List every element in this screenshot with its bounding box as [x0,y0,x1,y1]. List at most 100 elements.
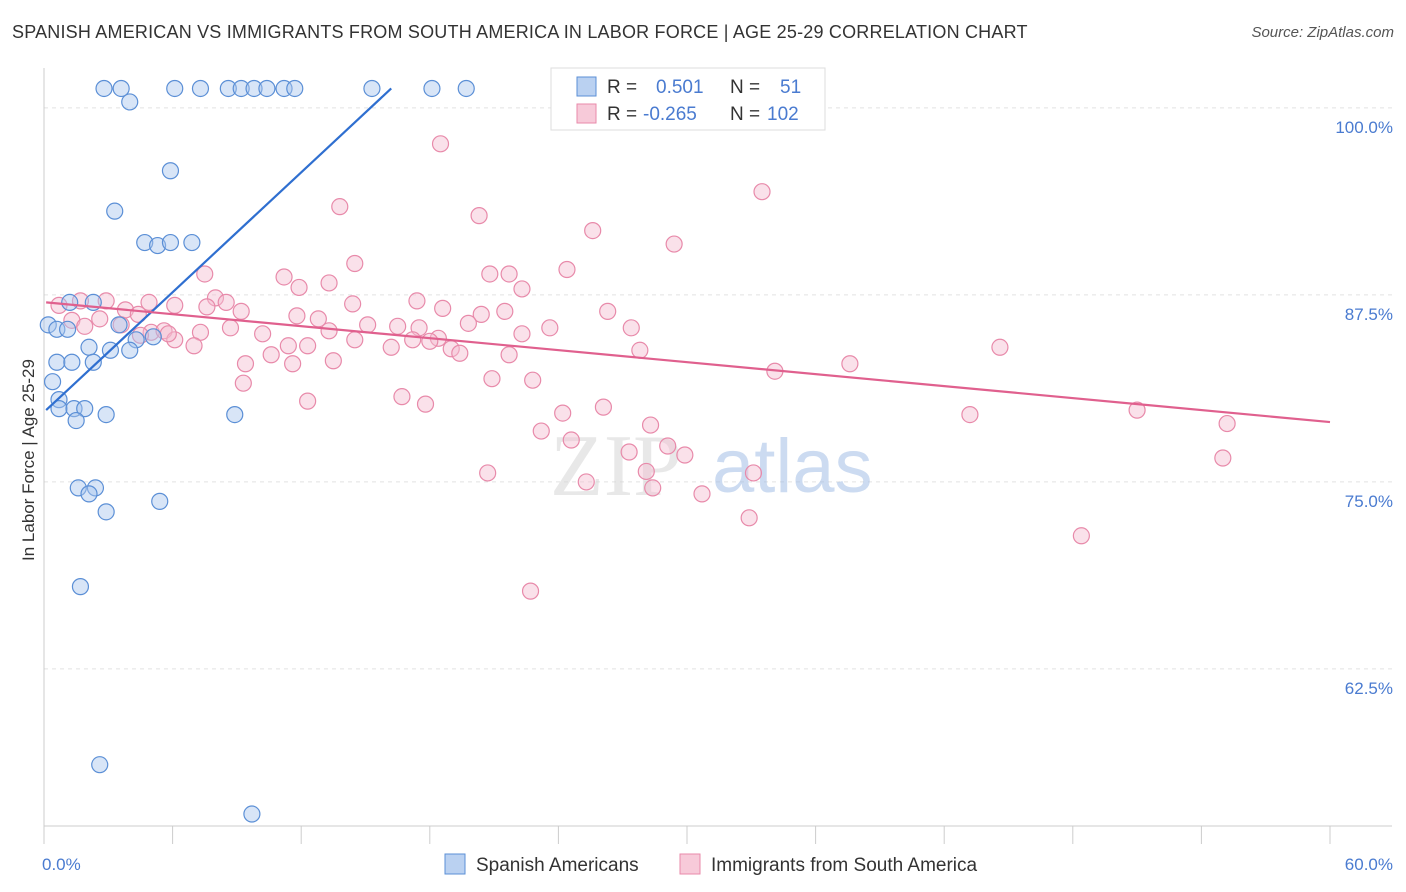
immigrant-point-82 [693,485,711,503]
immigrant-point-2 [431,135,450,153]
immigrant-point-13 [558,260,576,279]
immigrant-point-74 [562,431,580,449]
immigrant-point-54 [382,338,400,356]
legend-n-label-1: N = [730,77,760,98]
trend-line-spanish [45,87,392,411]
spanish-point-38 [76,400,94,418]
spanish-point-33 [84,353,102,371]
immigrant-point-101 [346,331,364,349]
immigrant-point-4 [331,198,349,216]
spanish-point-25 [110,316,128,334]
immigrant-point-30 [166,296,184,314]
immigrant-point-40 [622,319,640,337]
immigrant-point-23 [344,295,362,313]
immigrant-point-8 [346,254,364,273]
spanish-point-42 [69,479,87,497]
bottom-legend: Spanish Americans Immigrants from South … [444,853,978,876]
spanish-point-20 [61,293,79,311]
immigrant-point-75 [620,443,638,461]
immigrant-point-6 [584,221,602,240]
immigrant-point-85 [521,582,540,600]
immigrant-point-98 [676,446,694,464]
spanish-point-5 [232,79,250,98]
chart-source: Source: ZipAtlas.com [1251,24,1394,41]
immigrant-point-10 [320,274,338,292]
spanish-point-47 [71,578,90,596]
spanish-point-26 [127,331,145,349]
trend-lines [45,87,1331,424]
trend-line-immigrants [46,301,1331,424]
immigrant-point-39 [541,319,559,337]
spanish-point-19 [183,233,201,252]
spanish-point-13 [121,93,139,111]
spanish-point-34 [43,373,62,391]
legend-r-value-2: -0.265 [643,104,697,125]
immigrant-point-51 [631,341,649,359]
immigrant-point-57 [185,337,203,355]
immigrant-point-3 [753,183,771,201]
immigrant-point-76 [641,416,660,434]
x-tick-labels: 0.0% 60.0% [42,855,1393,874]
watermark: ZIP atlas [550,418,873,515]
bottom-legend-swatch-pink [679,853,701,875]
spanish-point-44 [80,485,98,503]
immigrant-point-46 [254,325,272,343]
spanish-point-6 [245,79,263,98]
immigrant-point-79 [637,462,655,481]
immigrant-point-77 [659,437,677,455]
immigrant-point-9 [275,268,293,286]
immigrant-point-5 [470,207,488,225]
immigrant-point-7 [665,235,683,253]
immigrant-point-99 [479,464,497,482]
spanish-point-36 [50,400,68,418]
y-tick-label-3: 62.5% [1345,679,1393,698]
stats-legend-box [550,67,826,131]
y-tick-label-2: 75.0% [1345,492,1393,511]
spanish-point-41 [226,406,244,424]
spanish-point-10 [363,79,381,98]
spanish-point-14 [161,162,180,180]
immigrant-point-92 [262,346,280,364]
immigrant-point-89 [76,317,94,335]
axes [43,68,1392,844]
immigrant-point-81 [644,479,662,497]
immigrant-point-32 [232,302,250,320]
spanish-point-39 [67,411,85,430]
immigrant-point-70 [299,392,317,410]
immigrant-point-78 [744,464,763,482]
spanish-point-4 [219,79,237,98]
immigrant-point-93 [324,352,342,370]
watermark-atlas: atlas [712,424,873,509]
spanish-point-30 [121,341,139,359]
spanish-point-12 [457,79,475,98]
immigrant-point-27 [496,302,514,320]
y-tick-label-0: 100.0% [1335,118,1393,137]
spanish-point-27 [144,328,162,346]
spanish-point-45 [151,492,169,510]
bottom-legend-label-pink: Immigrants from South America [711,855,978,876]
immigrant-point-28 [599,302,617,320]
spanish-point-49 [243,805,261,823]
immigrant-point-71 [416,395,435,413]
immigrant-point-64 [284,355,302,373]
immigrant-point-91 [159,325,177,343]
spanish-point-48 [91,756,109,774]
immigrant-point-96 [451,344,469,362]
immigrant-point-58 [500,346,518,364]
immigrant-point-20 [140,293,158,311]
stats-legend: R = 0.501 N = 51 R = -0.265 N = 102 [550,67,826,131]
immigrant-point-45 [221,319,240,337]
immigrant-point-50 [513,325,531,343]
immigrant-point-56 [166,331,184,349]
immigrant-point-69 [393,388,411,406]
immigrant-point-68 [841,355,859,373]
spanish-point-22 [39,316,57,334]
immigrant-point-22 [217,293,235,311]
immigrant-point-73 [961,406,979,424]
immigrant-point-100 [532,422,550,440]
immigrant-point-16 [513,280,531,298]
spanish-point-24 [58,320,77,338]
immigrant-point-15 [290,278,308,297]
spanish-point-2 [166,79,184,98]
legend-r-label-2: R = [607,104,637,125]
